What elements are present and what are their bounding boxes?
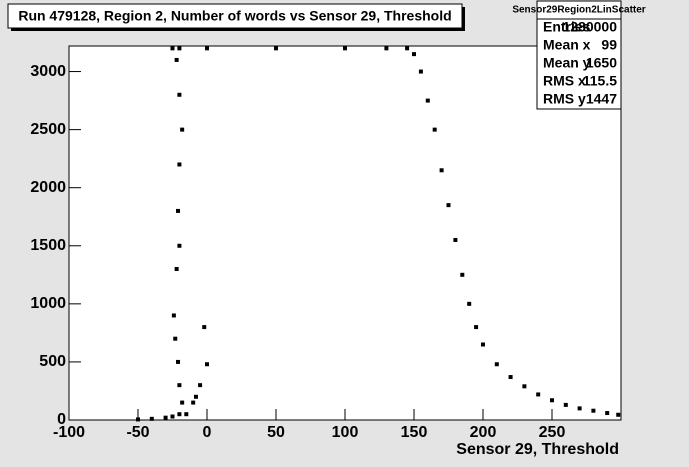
y-tick-label: 2000 [30, 179, 66, 196]
point [198, 383, 203, 388]
point [550, 398, 554, 403]
point [432, 127, 437, 132]
point [177, 162, 182, 167]
point [425, 98, 430, 103]
point [177, 92, 182, 97]
y-tick-label: 2500 [30, 121, 66, 138]
x-tick-label: -50 [126, 424, 149, 441]
x-tick-label: 100 [332, 424, 359, 441]
stats-label: Entries [543, 19, 591, 35]
point [343, 46, 347, 51]
point [176, 359, 181, 364]
chart-title: Run 479128, Region 2, Number of words vs… [18, 8, 451, 24]
point [405, 46, 410, 51]
point [176, 208, 181, 213]
point [522, 384, 527, 389]
x-tick-label: 200 [470, 424, 497, 441]
point [616, 412, 621, 417]
x-tick-label: 150 [401, 424, 428, 441]
y-tick-label: 3000 [30, 63, 66, 80]
stats-value: 1650 [586, 55, 617, 71]
stats-value: 99 [601, 37, 617, 53]
point [494, 362, 499, 367]
y-tick-label: 1000 [30, 295, 66, 312]
stats-label: Mean x [543, 37, 591, 53]
x-tick-label: 250 [539, 424, 566, 441]
stats-label: Mean y [543, 55, 591, 71]
point [171, 313, 176, 318]
point [184, 412, 189, 417]
stats-label: RMS x [543, 73, 586, 89]
stats-label: RMS y [543, 91, 586, 107]
y-tick-label: 0 [57, 411, 66, 428]
point [460, 272, 465, 277]
point [180, 127, 185, 132]
point [174, 267, 179, 272]
point [170, 414, 175, 419]
stats-value: 1447 [586, 91, 617, 107]
y-tick-label: 500 [39, 353, 66, 370]
point [412, 52, 416, 57]
point [180, 400, 185, 405]
point [508, 375, 513, 380]
point [446, 203, 451, 208]
point [193, 394, 198, 399]
point [205, 362, 209, 367]
point [174, 57, 179, 62]
point [149, 416, 154, 421]
point [577, 406, 582, 411]
frame [68, 45, 622, 421]
x-tick-label: 50 [267, 424, 285, 441]
point [453, 237, 458, 242]
point [418, 69, 423, 74]
point [274, 46, 278, 51]
point [481, 342, 485, 347]
point [536, 392, 541, 397]
point [474, 325, 479, 330]
y-tick-label: 1500 [30, 237, 66, 254]
stats-title: Sensor29Region2LinScatter [512, 5, 645, 16]
x-tick-label: -100 [53, 424, 85, 441]
point [177, 243, 182, 248]
point [384, 46, 389, 51]
x-tick-label: 0 [203, 424, 212, 441]
point [177, 412, 182, 417]
point [136, 417, 140, 422]
point [177, 46, 182, 51]
point [170, 46, 175, 51]
title-box [7, 3, 463, 29]
x-axis-label: Sensor 29, Threshold [456, 441, 619, 458]
point [467, 301, 472, 306]
point [591, 408, 596, 413]
point [191, 400, 196, 405]
stats-value: 115.5 [583, 73, 617, 89]
point [163, 415, 168, 420]
point [202, 325, 207, 330]
point [605, 411, 610, 416]
point [439, 168, 444, 173]
point [205, 46, 209, 51]
point [563, 402, 568, 407]
point [173, 336, 178, 341]
point [177, 383, 182, 388]
stats-value: 1280000 [562, 19, 617, 35]
